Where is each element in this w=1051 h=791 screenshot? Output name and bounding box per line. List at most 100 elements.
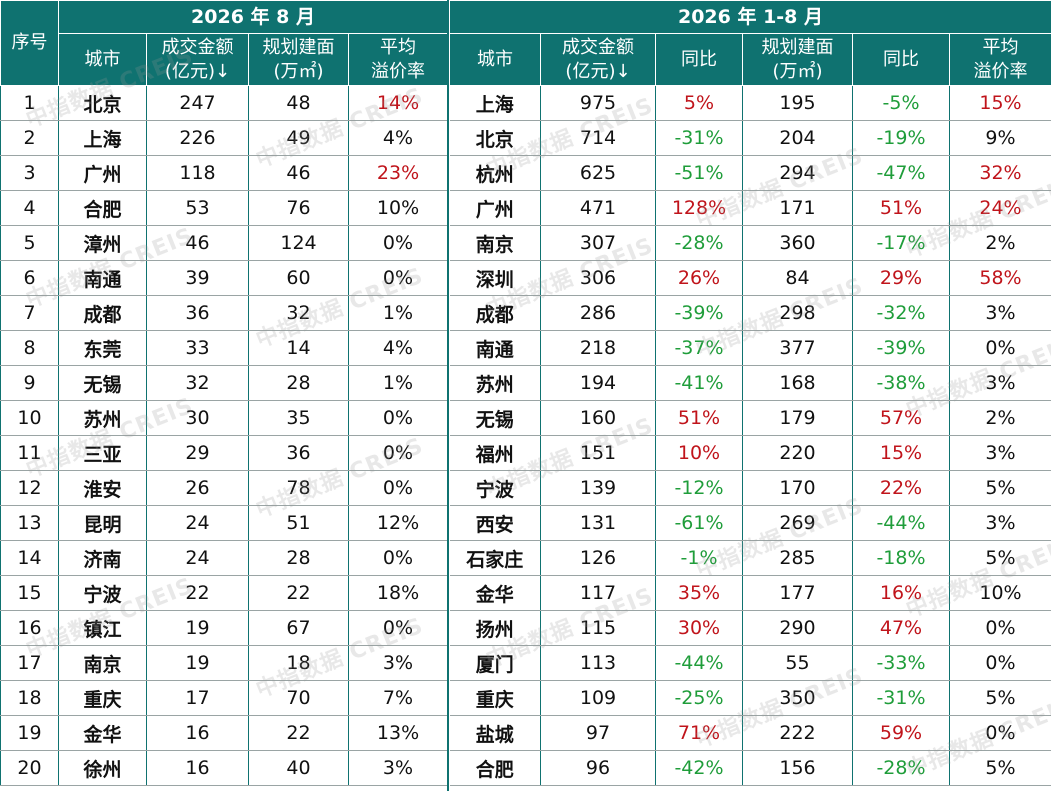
premium-cell: 0% (949, 645, 1051, 681)
area-cell: 78 (248, 470, 349, 506)
amount-cell: 151 (540, 435, 656, 471)
ytd-table: 2026 年 1-8 月 城市 成交金额 (亿元)↓ 同比 规划建面 (万㎡) 同比 平均… (449, 0, 1051, 786)
premium-cell: 0% (348, 540, 449, 576)
amount-cell: 19 (146, 610, 249, 646)
city-cell: 苏州 (449, 365, 541, 401)
amount-cell: 714 (540, 120, 656, 156)
city-cell: 杭州 (449, 155, 541, 191)
amount-cell: 53 (146, 190, 249, 226)
city-cell: 合肥 (449, 750, 541, 786)
seq-cell: 12 (0, 470, 59, 506)
table-row: 广州 471 128% 171 51% 24% (449, 190, 1051, 226)
premium-cell: 23% (348, 155, 449, 191)
premium-cell: 3% (348, 645, 449, 681)
amount-yoy-cell: -51% (655, 155, 743, 191)
area-cell: 168 (742, 365, 853, 401)
amount-cell: 139 (540, 470, 656, 506)
right-col-header-1: 成交金额 (亿元)↓ (540, 33, 656, 86)
amount-yoy-cell: -25% (655, 680, 743, 716)
seq-cell: 14 (0, 540, 59, 576)
city-cell: 苏州 (58, 400, 147, 436)
area-cell: 290 (742, 610, 853, 646)
amount-cell: 17 (146, 680, 249, 716)
amount-cell: 307 (540, 225, 656, 261)
table-row: 上海 975 5% 195 -5% 15% (449, 85, 1051, 121)
amount-cell: 118 (146, 155, 249, 191)
table-row: 17 南京 19 18 3% (0, 645, 449, 681)
area-yoy-cell: -38% (852, 365, 950, 401)
area-cell: 60 (248, 260, 349, 296)
table-row: 重庆 109 -25% 350 -31% 5% (449, 680, 1051, 716)
amount-yoy-cell: 71% (655, 715, 743, 751)
right-col-header-4: 同比 (852, 33, 950, 86)
seq-cell: 5 (0, 225, 59, 261)
area-cell: 51 (248, 505, 349, 541)
table-row: 金华 117 35% 177 16% 10% (449, 575, 1051, 611)
table-row: 15 宁波 22 22 18% (0, 575, 449, 611)
table-row: 18 重庆 17 70 7% (0, 680, 449, 716)
amount-cell: 46 (146, 225, 249, 261)
city-cell: 厦门 (449, 645, 541, 681)
premium-cell: 5% (949, 750, 1051, 786)
premium-cell: 4% (348, 330, 449, 366)
amount-cell: 97 (540, 715, 656, 751)
amount-cell: 115 (540, 610, 656, 646)
seq-header: 序号 (0, 0, 59, 86)
area-cell: 269 (742, 505, 853, 541)
premium-cell: 0% (348, 225, 449, 261)
city-cell: 福州 (449, 435, 541, 471)
monthly-table: 序号 2026 年 8 月 城市 成交金额 (亿元)↓ 规划建面 (万㎡) 平均 溢价… (0, 0, 449, 786)
amount-cell: 625 (540, 155, 656, 191)
city-cell: 广州 (58, 155, 147, 191)
premium-cell: 24% (949, 190, 1051, 226)
amount-yoy-cell: 30% (655, 610, 743, 646)
premium-cell: 3% (348, 750, 449, 786)
premium-cell: 0% (949, 610, 1051, 646)
table-row: 成都 286 -39% 298 -32% 3% (449, 295, 1051, 331)
area-cell: 350 (742, 680, 853, 716)
table-row: 12 淮安 26 78 0% (0, 470, 449, 506)
premium-cell: 0% (348, 260, 449, 296)
area-yoy-cell: -47% (852, 155, 950, 191)
premium-cell: 0% (348, 435, 449, 471)
amount-cell: 160 (540, 400, 656, 436)
city-cell: 广州 (449, 190, 541, 226)
amount-cell: 16 (146, 750, 249, 786)
amount-cell: 29 (146, 435, 249, 471)
monthly-title: 2026 年 8 月 (57, 0, 449, 34)
area-yoy-cell: 51% (852, 190, 950, 226)
amount-cell: 194 (540, 365, 656, 401)
city-cell: 成都 (58, 295, 147, 331)
area-cell: 377 (742, 330, 853, 366)
premium-cell: 7% (348, 680, 449, 716)
city-cell: 济南 (58, 540, 147, 576)
city-cell: 南京 (58, 645, 147, 681)
premium-cell: 5% (949, 470, 1051, 506)
table-row: 14 济南 24 28 0% (0, 540, 449, 576)
city-cell: 扬州 (449, 610, 541, 646)
amount-yoy-cell: -1% (655, 540, 743, 576)
city-cell: 金华 (449, 575, 541, 611)
area-cell: 171 (742, 190, 853, 226)
area-cell: 49 (248, 120, 349, 156)
amount-yoy-cell: -37% (655, 330, 743, 366)
area-cell: 170 (742, 470, 853, 506)
amount-yoy-cell: -41% (655, 365, 743, 401)
premium-cell: 1% (348, 365, 449, 401)
right-col-header-0: 城市 (449, 33, 541, 86)
premium-cell: 2% (949, 225, 1051, 261)
amount-cell: 16 (146, 715, 249, 751)
city-cell: 南京 (449, 225, 541, 261)
city-cell: 重庆 (449, 680, 541, 716)
area-cell: 55 (742, 645, 853, 681)
area-cell: 156 (742, 750, 853, 786)
right-col-header-2: 同比 (655, 33, 743, 86)
seq-cell: 10 (0, 400, 59, 436)
table-row: 扬州 115 30% 290 47% 0% (449, 610, 1051, 646)
amount-cell: 32 (146, 365, 249, 401)
amount-cell: 36 (146, 295, 249, 331)
amount-cell: 19 (146, 645, 249, 681)
table-row: 宁波 139 -12% 170 22% 5% (449, 470, 1051, 506)
premium-cell: 0% (949, 715, 1051, 751)
amount-cell: 471 (540, 190, 656, 226)
